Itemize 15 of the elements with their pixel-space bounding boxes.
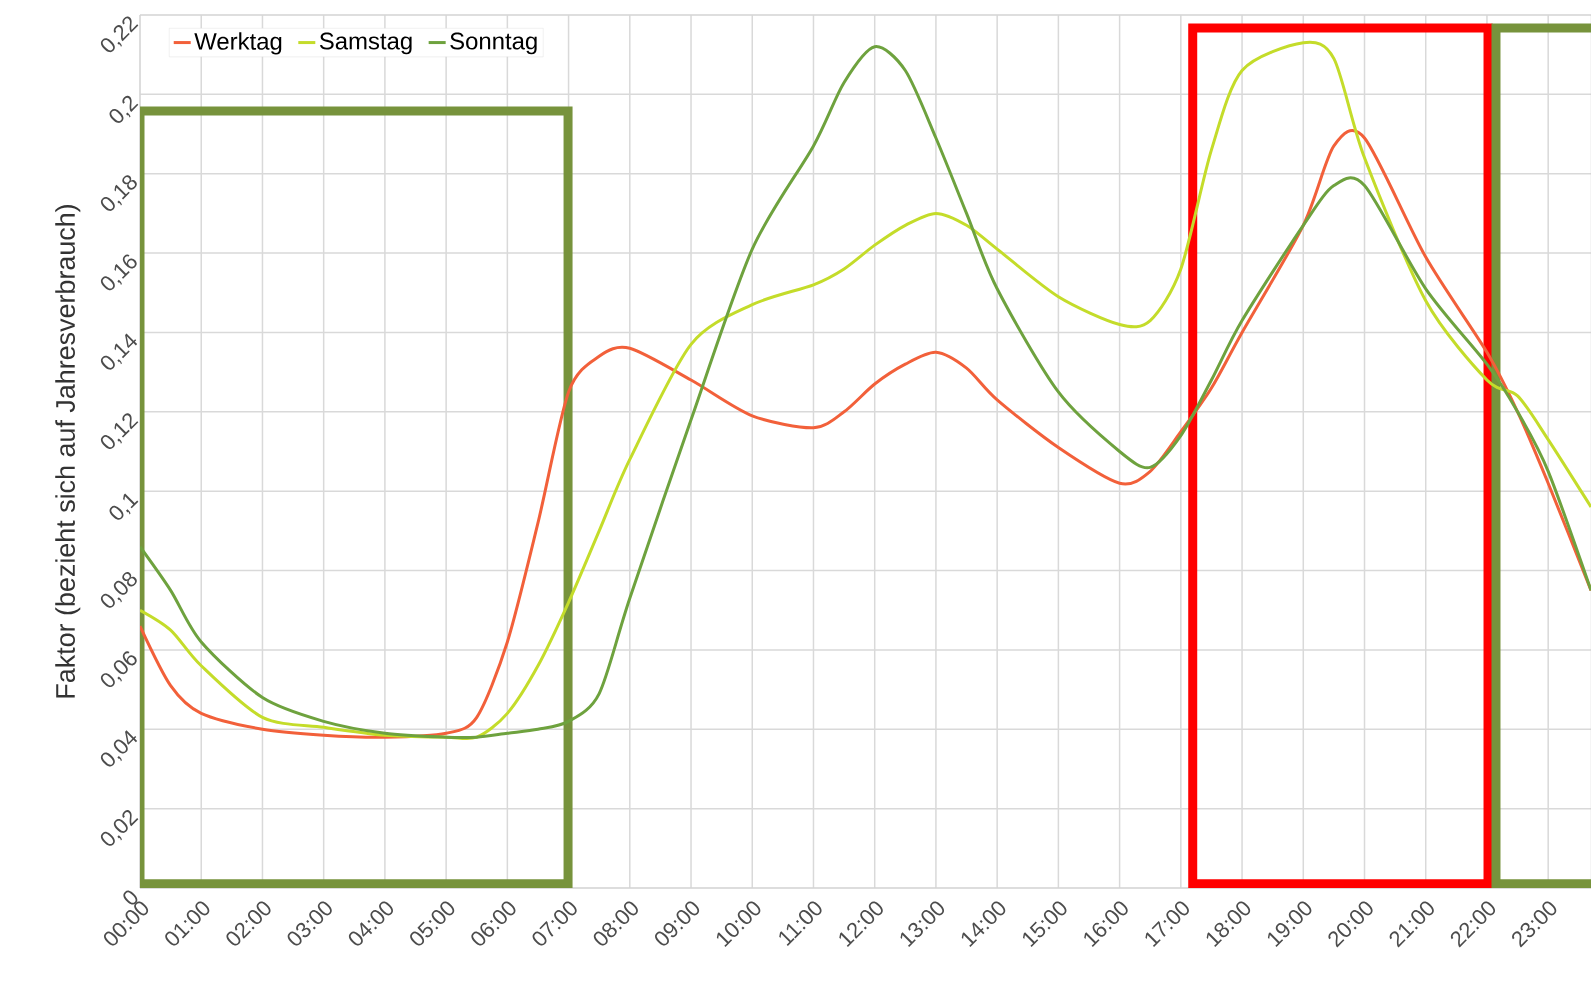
y-tick-label: 0,16 — [100, 254, 137, 291]
legend-label: Werktag — [194, 32, 282, 55]
y-tick-label: 0,2 — [109, 95, 139, 123]
legend-label: Samstag — [319, 32, 412, 55]
y-tick-label: 0,18 — [100, 175, 137, 211]
y-tick-label: 0,12 — [100, 413, 139, 450]
y-tick-label: 0,02 — [100, 810, 139, 846]
y-tick-label: 0,06 — [100, 651, 137, 688]
y-tick-label: 0,04 — [100, 730, 138, 767]
y-tick-label: 0,14 — [100, 333, 138, 370]
y-tick-label: 0,1 — [109, 493, 139, 520]
y-axis-title: Faktor (bezieht sich auf Jahresverbrauch) — [55, 205, 81, 698]
y-tick-label: 0,22 — [100, 16, 139, 53]
legend-label: Sonntag — [450, 32, 537, 55]
y-tick-label: 0,08 — [100, 572, 137, 608]
